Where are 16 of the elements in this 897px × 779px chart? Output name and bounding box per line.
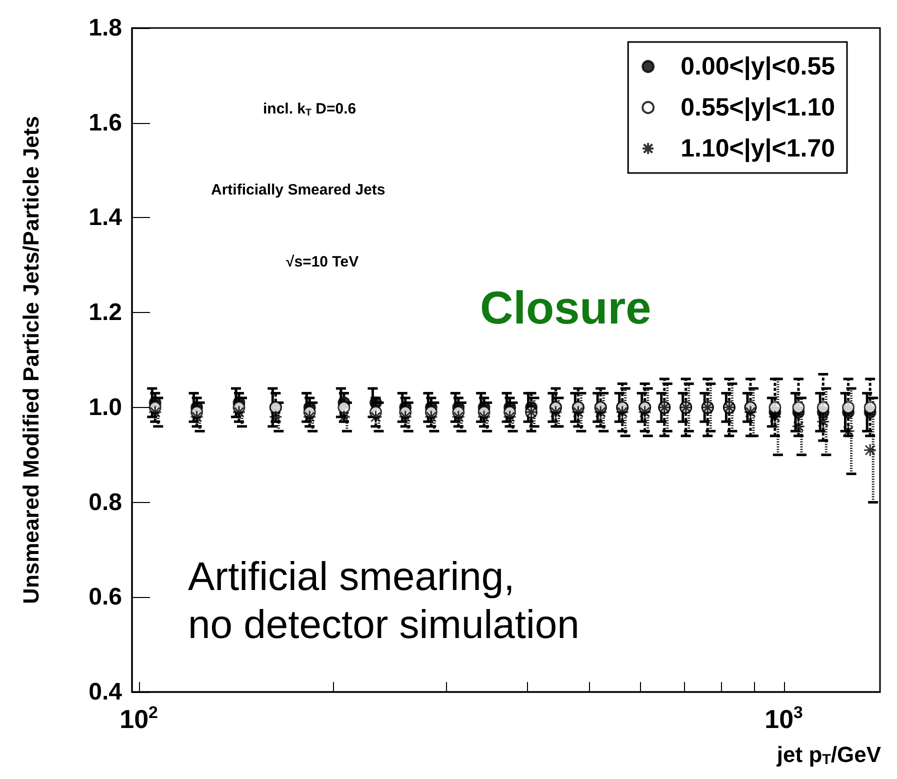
y-tick-label: 1.4	[88, 204, 123, 232]
annotation: Closure	[480, 282, 652, 334]
legend-label: 1.10<|y|<1.70	[680, 134, 836, 162]
annotation: Artificially Smeared Jets	[211, 182, 386, 198]
y-tick-label: 0.4	[88, 678, 123, 706]
y-axis-title: Unsmeared Modified Particle Jets/Particle Jets	[18, 116, 44, 604]
y-tick-label: 1.0	[88, 394, 122, 421]
annotation: √s=10 TeV	[286, 254, 359, 270]
y-tick-label: 1.8	[88, 14, 122, 42]
y-tick-label: 0.6	[88, 584, 122, 611]
legend-label: 0.00<|y|<0.55	[680, 52, 836, 80]
annotation: Artificial smearing, no detector simulation	[188, 555, 580, 647]
y-tick-label: 1.6	[88, 109, 122, 136]
legend-label: 0.55<|y|<1.10	[680, 94, 836, 122]
y-tick-label: 1.2	[88, 299, 122, 326]
y-tick-label: 0.8	[88, 488, 122, 516]
